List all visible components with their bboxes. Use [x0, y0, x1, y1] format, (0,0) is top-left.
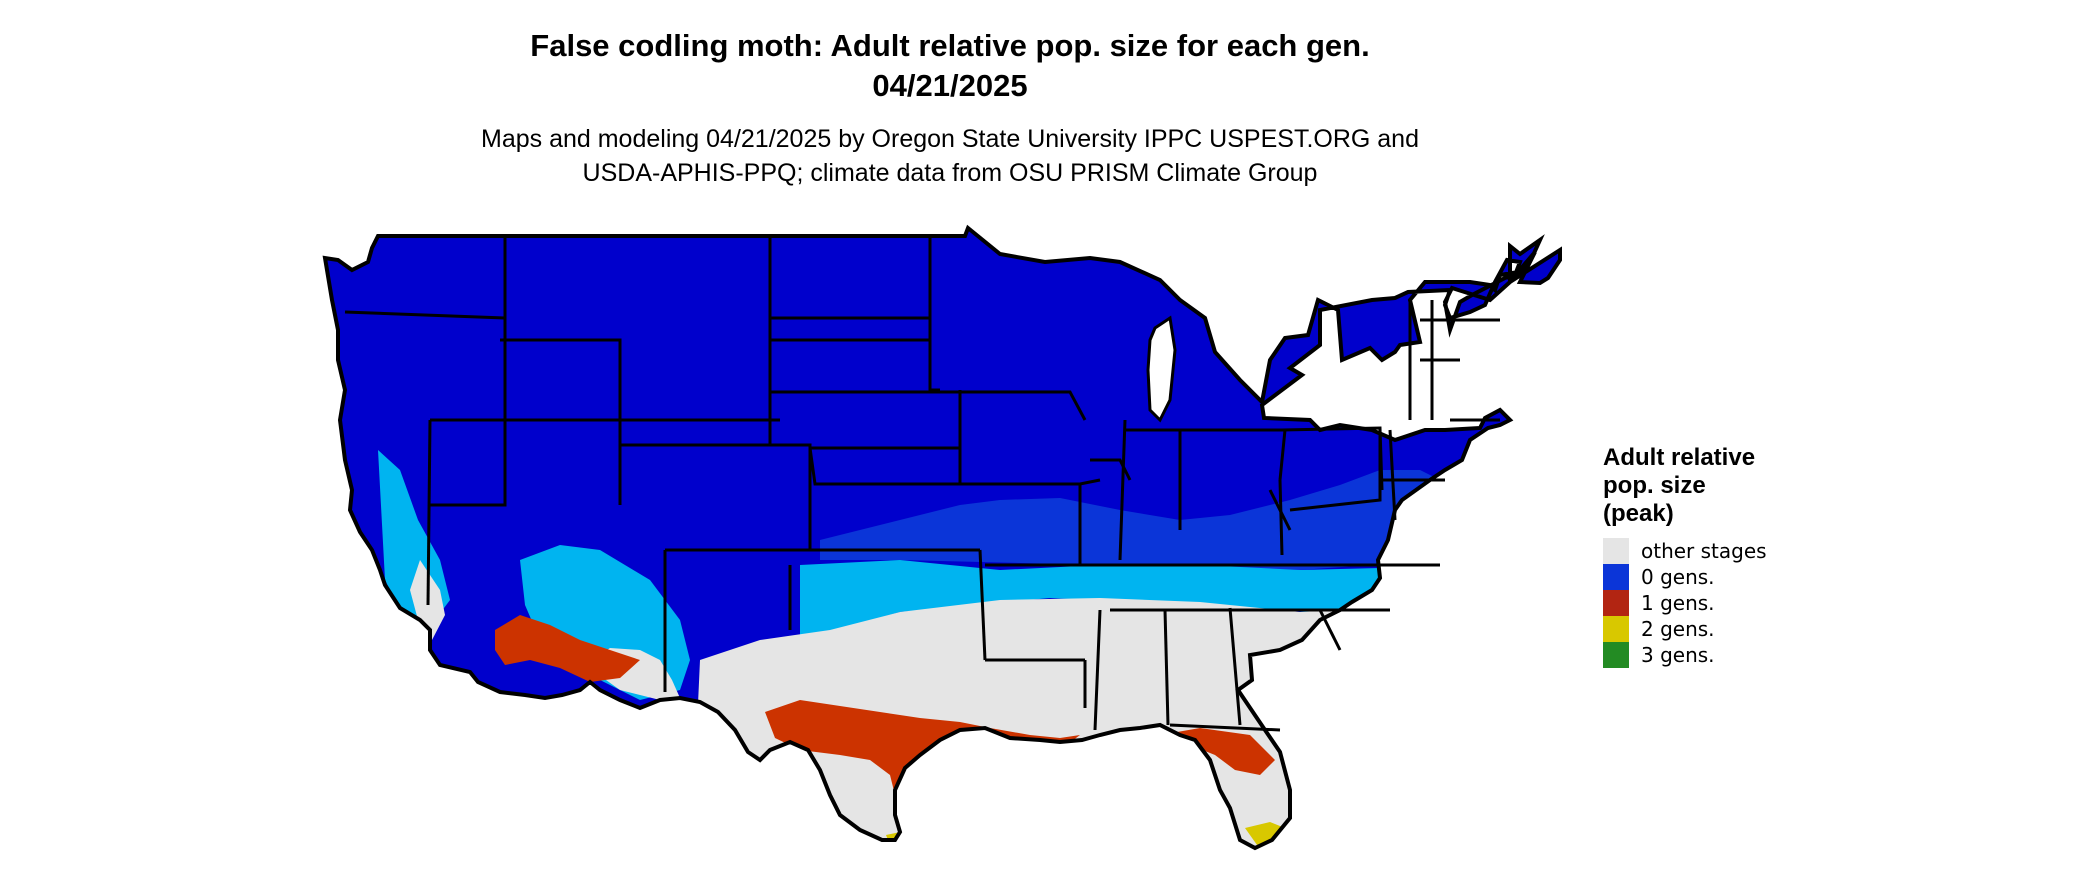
region-one-gens-arizona [495, 615, 640, 682]
legend-swatch [1603, 538, 1629, 564]
legend-title: Adult relative pop. size (peak) [1603, 444, 1756, 527]
map-date: 04/21/2025 [872, 68, 1028, 103]
legend-swatch [1603, 616, 1629, 642]
legend-label: 2 gens. [1641, 617, 1715, 641]
legend-item-2-gens: 2 gens. [1603, 616, 1715, 642]
region-zero-gens-transition [820, 470, 1440, 570]
legend-swatch [1603, 642, 1629, 668]
legend-item-3-gens: 3 gens. [1603, 642, 1715, 668]
region-one-gens-gulf-coast [765, 700, 1080, 800]
lake-michigan [1146, 315, 1177, 423]
legend-label: other stages [1641, 539, 1767, 563]
generation-fill-layer [325, 228, 1560, 848]
legend-label: 0 gens. [1641, 565, 1715, 589]
legend-swatch [1603, 564, 1629, 590]
legend-label: 1 gens. [1641, 591, 1715, 615]
legend-swatch [1603, 590, 1629, 616]
map-credit-line-2: USDA-APHIS-PPQ; climate data from OSU PR… [582, 159, 1318, 187]
map-title: False codling moth: Adult relative pop. … [530, 28, 1370, 63]
legend-label: 3 gens. [1641, 643, 1715, 667]
legend-item-0-gens: 0 gens. [1603, 564, 1715, 590]
legend-item-other-stages: other stages [1603, 538, 1767, 564]
state-borders [323, 226, 1562, 850]
legend-item-1-gens: 1 gens. [1603, 590, 1715, 616]
map-credit-line-1: Maps and modeling 04/21/2025 by Oregon S… [481, 125, 1419, 153]
